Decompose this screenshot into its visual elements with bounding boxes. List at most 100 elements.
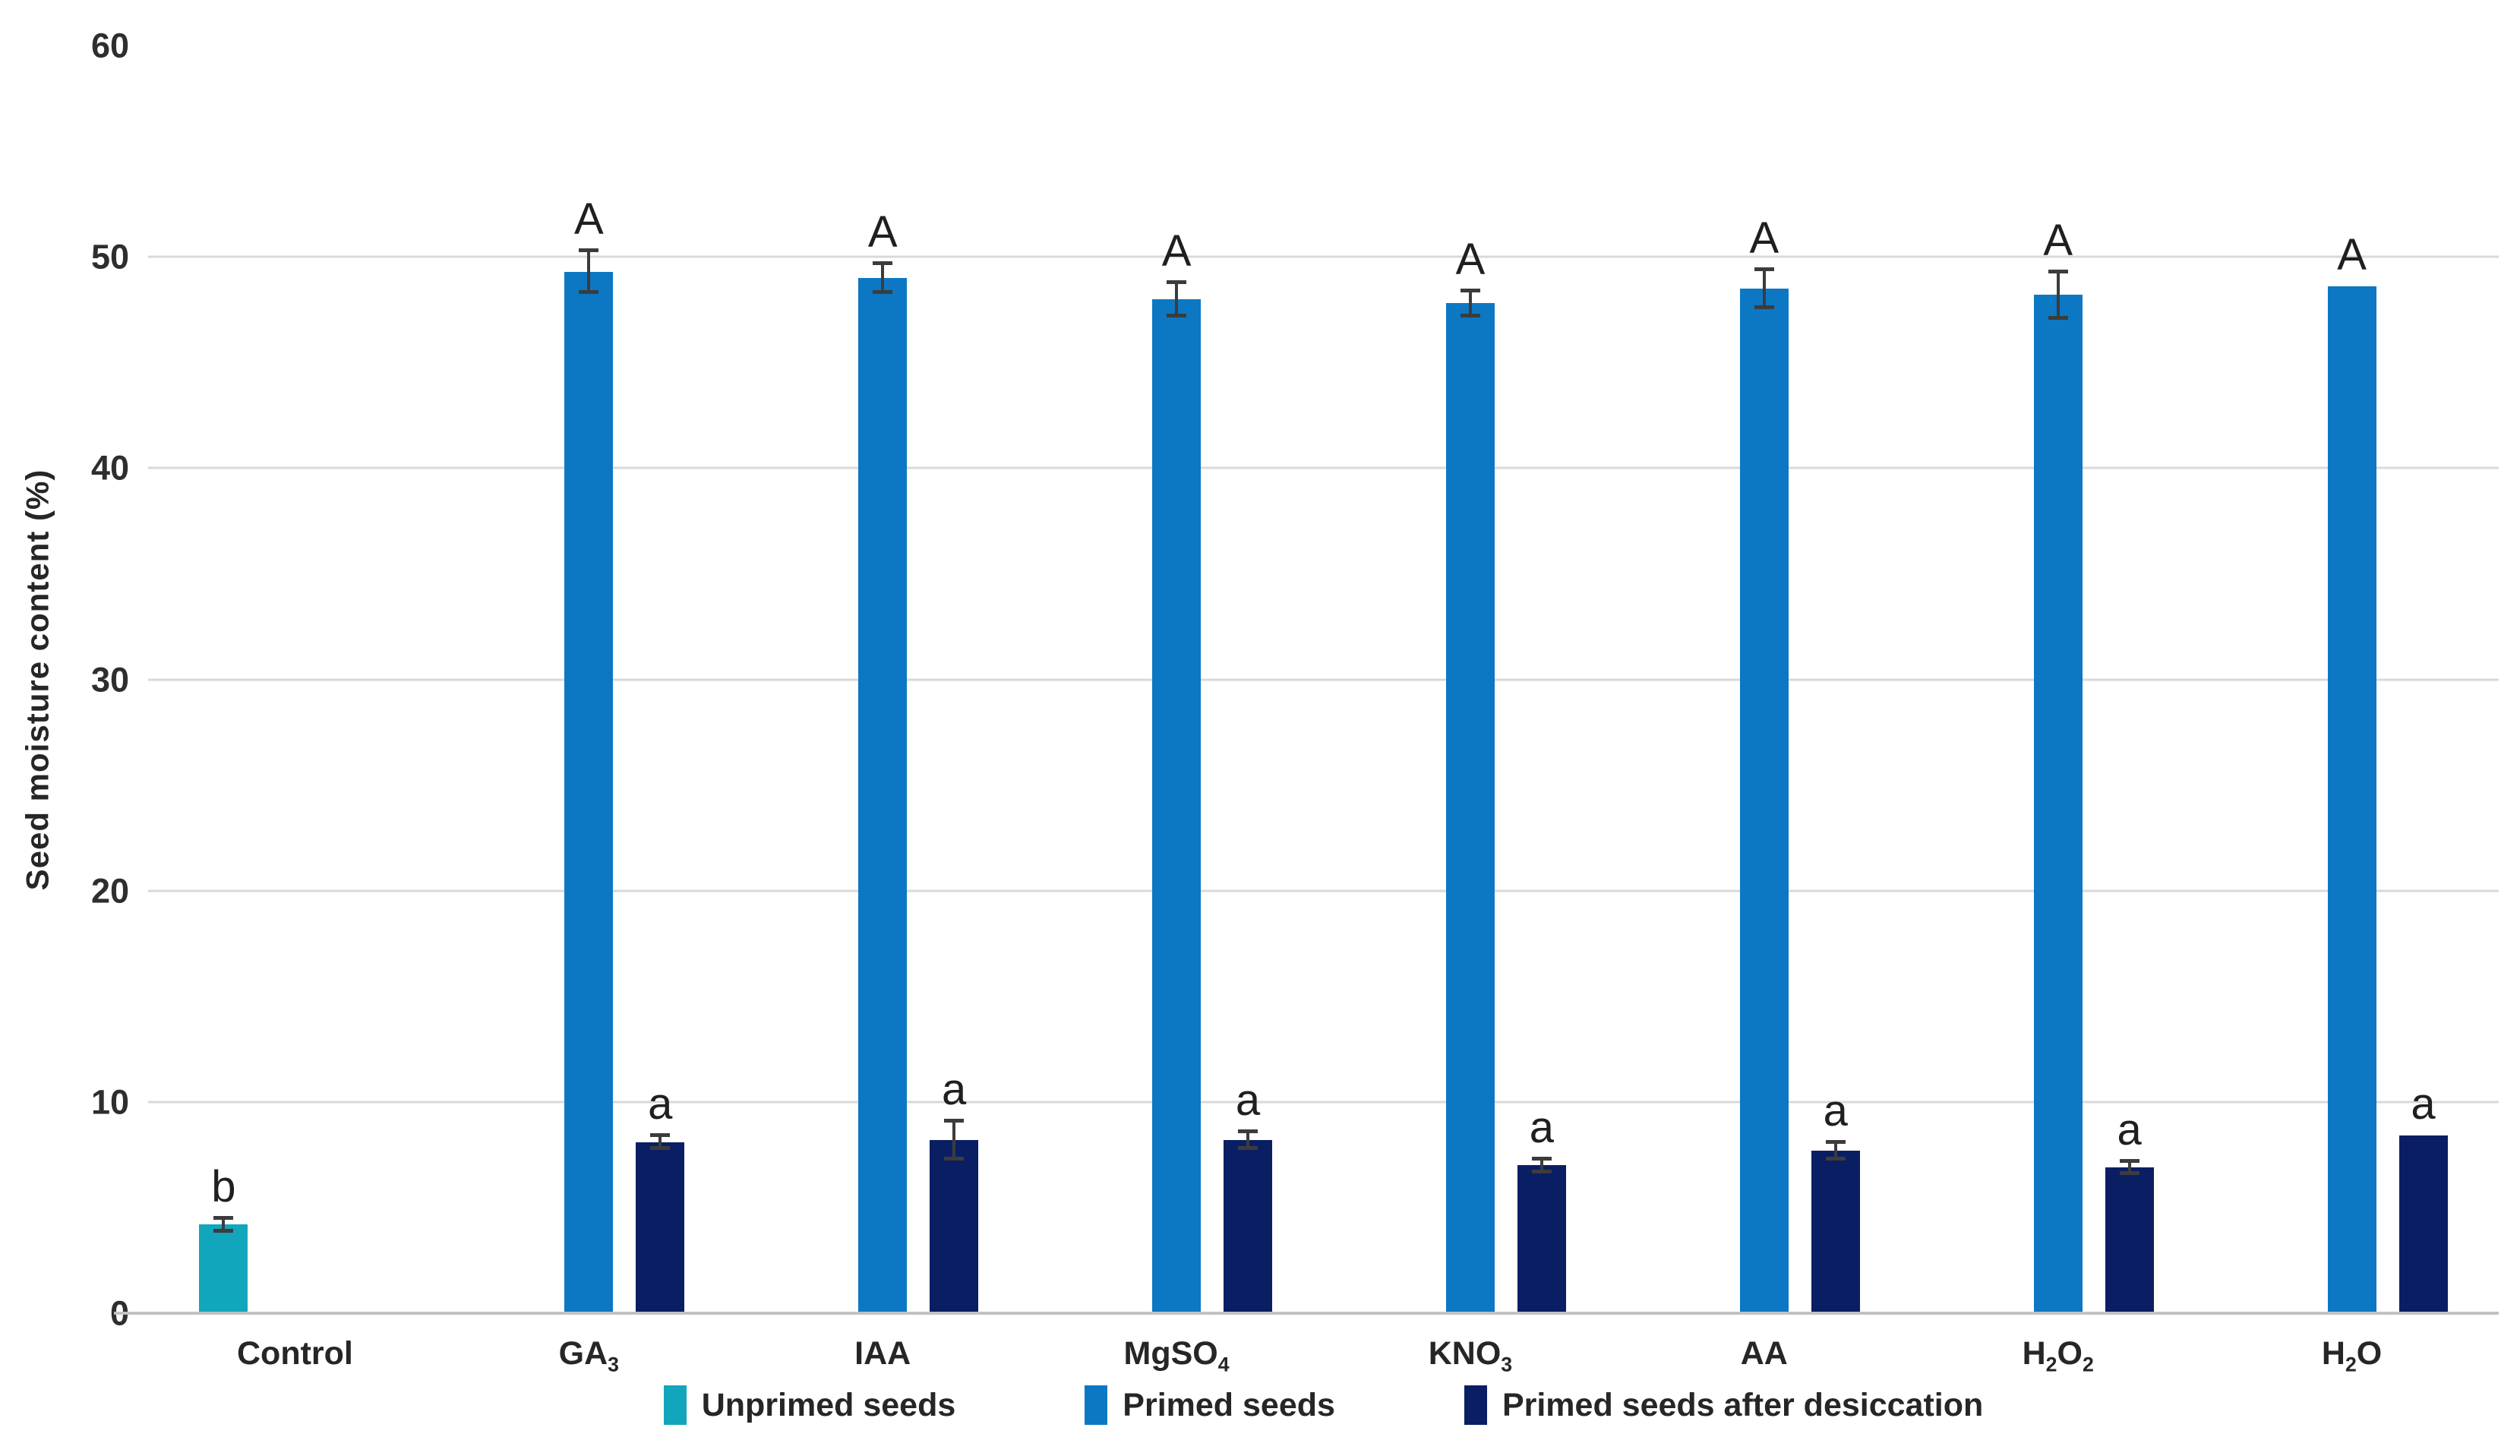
- x-axis-label: MgSO4: [1123, 1335, 1230, 1376]
- bar-slot: A: [858, 46, 908, 1313]
- error-bar: [881, 263, 885, 293]
- error-bar-cap: [213, 1228, 234, 1233]
- significance-letter: A: [2337, 230, 2367, 280]
- legend-swatch: [1085, 1385, 1108, 1425]
- error-bar: [1539, 1158, 1543, 1172]
- bar-slot: a: [1517, 46, 1566, 1313]
- bar-slot: a: [2398, 46, 2448, 1313]
- error-bar-cap: [579, 290, 599, 295]
- error-bar-cap: [1167, 280, 1187, 284]
- significance-letter: A: [1161, 226, 1192, 276]
- x-axis-label: H2O: [2321, 1335, 2383, 1376]
- x-axis-label: H2O2: [2022, 1335, 2094, 1376]
- gridline: [148, 466, 2499, 469]
- significance-letter: A: [573, 194, 604, 244]
- bar-slot: [1669, 46, 1717, 1313]
- legend-item: Unprimed seeds: [663, 1385, 956, 1425]
- bar: [2398, 1135, 2448, 1313]
- significance-letter: a: [648, 1079, 673, 1129]
- error-bar-cap: [2048, 269, 2068, 273]
- error-bar-cap: [1167, 314, 1187, 318]
- gridline: [148, 678, 2499, 681]
- bar: [1152, 298, 1202, 1313]
- error-bar-cap: [1238, 1129, 1258, 1133]
- error-bar-cap: [213, 1215, 234, 1220]
- error-bar-cap: [1238, 1146, 1258, 1151]
- significance-letter: a: [2117, 1104, 2142, 1154]
- bar-slot: [1963, 46, 2011, 1313]
- gridline: [148, 255, 2499, 258]
- bar: [2327, 286, 2376, 1313]
- legend-label: Primed seeds after desiccation: [1502, 1386, 1984, 1423]
- bar-slot: a: [636, 46, 685, 1313]
- bar: [858, 277, 908, 1313]
- error-bar-cap: [2119, 1158, 2139, 1163]
- y-tick-label: 40: [90, 448, 129, 488]
- error-bar: [2127, 1161, 2131, 1174]
- x-axis-labels: Control GA3 IAA MgSO4 KNO3 AA H2O2 H2O: [148, 1335, 2499, 1376]
- gridline: [148, 889, 2499, 892]
- bar-slot: A: [564, 46, 614, 1313]
- significance-letter: a: [1529, 1102, 1555, 1152]
- x-axis-label: KNO3: [1428, 1335, 1513, 1376]
- error-bar: [1762, 269, 1766, 308]
- y-tick-label: 60: [90, 26, 129, 65]
- legend-label: Unprimed seeds: [701, 1386, 956, 1423]
- bar-slot: [2256, 46, 2305, 1313]
- error-bar-cap: [1754, 305, 1774, 309]
- bar-slot: a: [1224, 46, 1273, 1313]
- error-bar: [1468, 290, 1472, 317]
- legend-swatch: [663, 1385, 687, 1425]
- bar: [1811, 1150, 1860, 1313]
- bar: [1445, 303, 1495, 1313]
- error-bar: [587, 250, 591, 293]
- bar: [2033, 295, 2083, 1313]
- error-bar-cap: [650, 1146, 671, 1151]
- bar-slot: A: [2033, 46, 2083, 1313]
- error-bar-cap: [1460, 288, 1480, 292]
- bar-slot: [493, 46, 542, 1313]
- y-tick-label: 20: [90, 871, 129, 911]
- error-bar-cap: [944, 1118, 965, 1123]
- significance-letter: A: [1455, 234, 1486, 284]
- bar: [564, 271, 614, 1313]
- significance-letter: a: [1235, 1075, 1261, 1125]
- bar-slot: b: [199, 46, 248, 1313]
- error-bar-cap: [1531, 1169, 1552, 1173]
- x-axis-label: IAA: [854, 1335, 911, 1372]
- bar: [1224, 1139, 1273, 1313]
- bar: [930, 1139, 979, 1313]
- error-bar: [222, 1218, 226, 1231]
- bar-slot: [787, 46, 835, 1313]
- x-axis-line: [114, 1312, 2499, 1315]
- error-bar-cap: [944, 1156, 965, 1161]
- significance-letter: b: [211, 1161, 236, 1211]
- significance-letter: a: [1823, 1085, 1848, 1135]
- error-bar: [1833, 1142, 1837, 1159]
- x-axis-label: Control: [237, 1335, 353, 1372]
- bar-slot: [1375, 46, 1423, 1313]
- x-axis-label: AA: [1740, 1335, 1788, 1372]
- bar-slots: b: [148, 46, 442, 1313]
- error-bar-cap: [1531, 1156, 1552, 1161]
- error-bar-cap: [1460, 314, 1480, 318]
- error-bar-cap: [579, 248, 599, 252]
- bar: [2105, 1167, 2154, 1313]
- bar: [1517, 1165, 1566, 1313]
- error-bar-cap: [2119, 1171, 2139, 1176]
- significance-letter: A: [2043, 215, 2073, 265]
